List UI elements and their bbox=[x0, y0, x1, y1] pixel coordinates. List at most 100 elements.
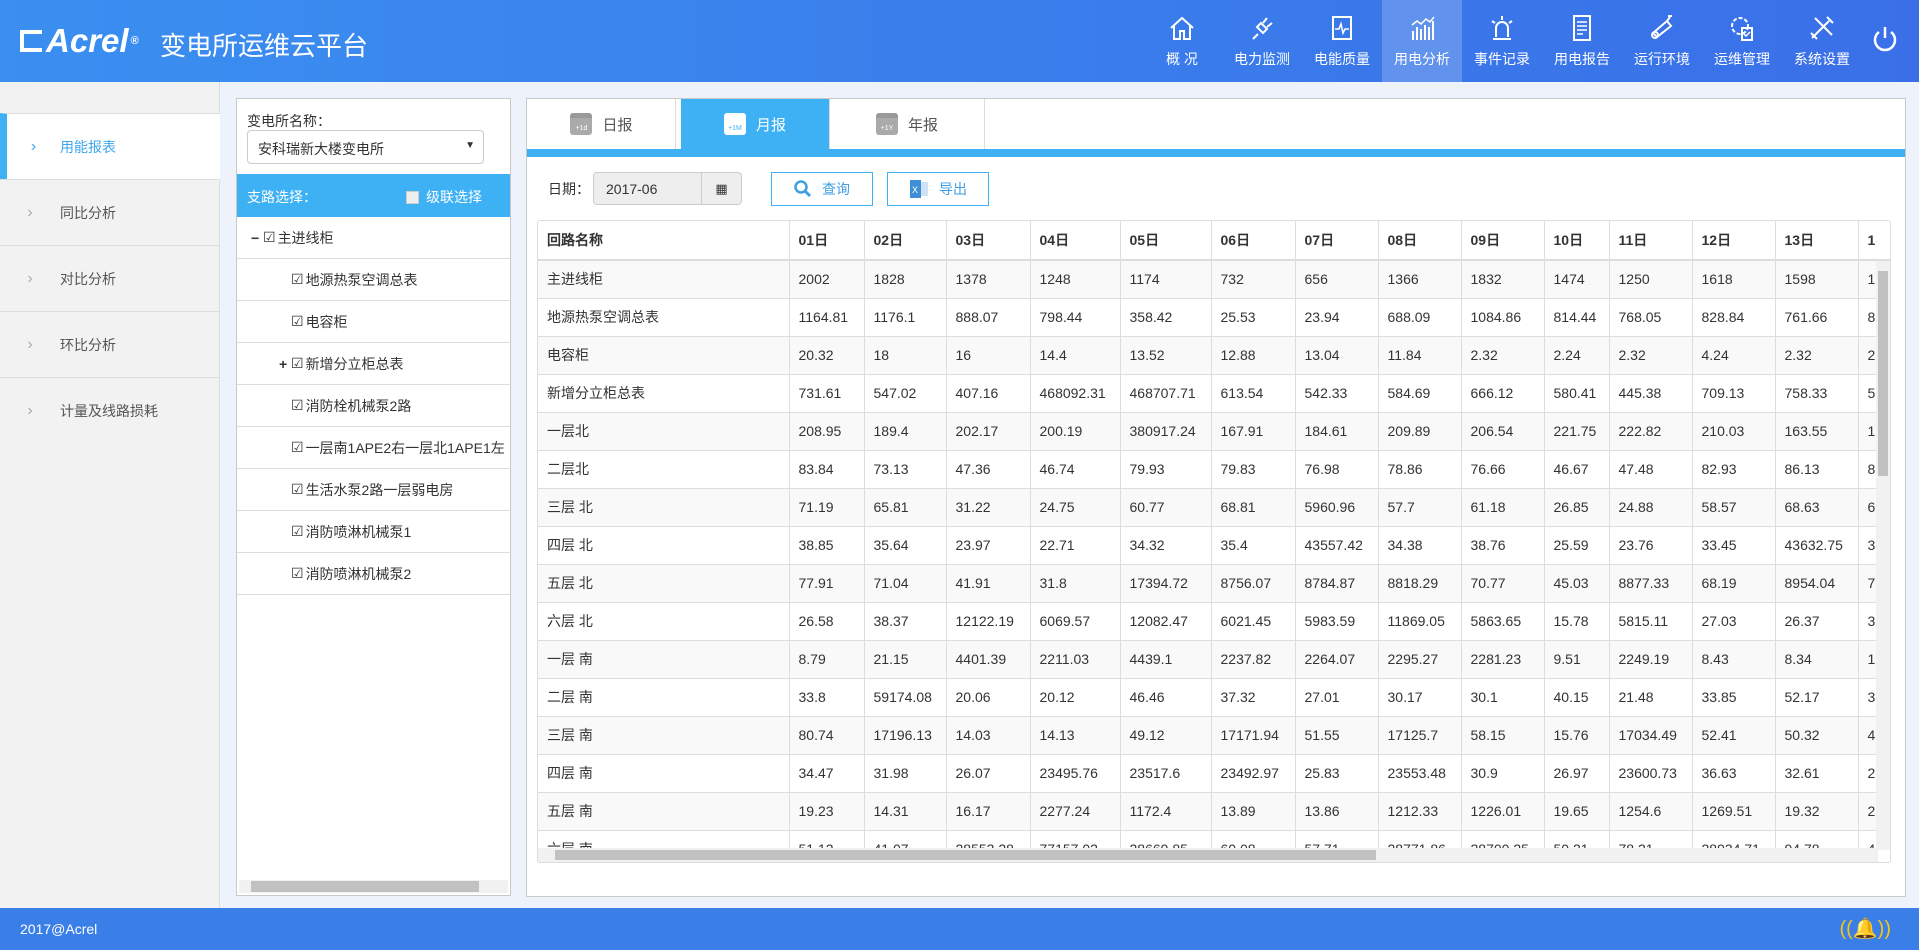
tree-item[interactable]: ☑ 消防喷淋机械泵1 bbox=[237, 511, 510, 553]
nav-item-4[interactable]: 事件记录 bbox=[1462, 0, 1542, 82]
calendar-icon[interactable]: ▦ bbox=[701, 173, 741, 204]
nav-item-6[interactable]: 运行环境 bbox=[1622, 0, 1702, 82]
tree-item[interactable]: ☑ 消防栓机械泵2路 bbox=[237, 385, 510, 427]
sidebar-item-3[interactable]: › 环比分析 bbox=[0, 311, 220, 377]
home-icon bbox=[1170, 16, 1194, 40]
column-header[interactable]: 08日 bbox=[1378, 221, 1462, 261]
checked-icon[interactable]: ☑ bbox=[291, 397, 304, 413]
column-header[interactable]: 02日 bbox=[864, 221, 947, 261]
sidebar-item-4[interactable]: › 计量及线路损耗 bbox=[0, 377, 220, 443]
value-cell: 38.37 bbox=[864, 602, 947, 641]
value-cell: 445.38 bbox=[1609, 374, 1693, 413]
value-cell: 57.7 bbox=[1378, 488, 1462, 527]
value-cell: 20.32 bbox=[789, 336, 865, 375]
value-cell: 14.03 bbox=[946, 716, 1031, 755]
export-button[interactable]: X 导出 bbox=[887, 172, 989, 206]
date-input[interactable]: 2017-06 ▦ bbox=[593, 172, 742, 205]
table-vertical-scrollbar[interactable] bbox=[1876, 261, 1890, 850]
tree-item[interactable]: ☑ 消防喷淋机械泵2 bbox=[237, 553, 510, 595]
value-cell: 666.12 bbox=[1461, 374, 1545, 413]
column-header[interactable]: 04日 bbox=[1030, 221, 1121, 261]
nav-item-8[interactable]: 系统设置 bbox=[1782, 0, 1862, 82]
tree-item[interactable]: + ☑ 新增分立柜总表 bbox=[237, 343, 510, 385]
tree-horizontal-scrollbar[interactable] bbox=[239, 880, 508, 893]
value-cell: 47.48 bbox=[1609, 450, 1693, 489]
checked-icon[interactable]: ☑ bbox=[291, 439, 304, 455]
nav-item-1[interactable]: 电力监测 bbox=[1222, 0, 1302, 82]
value-cell: 52.17 bbox=[1775, 678, 1859, 717]
column-header[interactable]: 07日 bbox=[1295, 221, 1379, 261]
sidebar-item-2[interactable]: › 对比分析 bbox=[0, 245, 220, 311]
table-horizontal-scrollbar[interactable] bbox=[538, 848, 1878, 862]
branch-select-bar: 支路选择： 级联选择 bbox=[237, 174, 510, 217]
checked-icon[interactable]: ☑ bbox=[291, 565, 304, 581]
nav-item-0[interactable]: 概 况 bbox=[1142, 0, 1222, 82]
tree-item[interactable]: ☑ 地源热泵空调总表 bbox=[237, 259, 510, 301]
tree-item[interactable]: ☑ 一层南1APE2右一层北1APE1左 bbox=[237, 427, 510, 469]
tab-0[interactable]: +1d 日报 bbox=[528, 99, 676, 149]
nav-item-7[interactable]: 运维管理 bbox=[1702, 0, 1782, 82]
value-cell: 46.74 bbox=[1030, 450, 1121, 489]
checked-icon[interactable]: ☑ bbox=[263, 229, 276, 245]
checked-icon[interactable]: ☑ bbox=[291, 523, 304, 539]
value-cell: 1174 bbox=[1120, 260, 1212, 299]
checked-icon[interactable]: ☑ bbox=[291, 271, 304, 287]
value-cell: 86.13 bbox=[1775, 450, 1859, 489]
query-button[interactable]: 查询 bbox=[771, 172, 873, 206]
branch-tree-panel: 变电所名称： 安科瑞新大楼变电所 ▼ 支路选择： 级联选择 − ☑ 主进线柜 ☑ 地源热泵… bbox=[236, 98, 511, 896]
table-row: 四层 南 34.47 31.98 26.07 23495.76 23517.6 23492.… bbox=[538, 754, 1890, 793]
value-cell: 731.61 bbox=[789, 374, 865, 413]
value-cell: 41.91 bbox=[946, 564, 1031, 603]
column-header[interactable]: 10日 bbox=[1544, 221, 1610, 261]
power-icon[interactable] bbox=[1870, 24, 1900, 54]
sidebar-item-0[interactable]: › 用能报表 bbox=[0, 113, 220, 179]
column-header[interactable]: 11日 bbox=[1609, 221, 1693, 261]
tree-item[interactable]: − ☑ 主进线柜 bbox=[237, 217, 510, 259]
station-select[interactable]: 安科瑞新大楼变电所 ▼ bbox=[247, 130, 484, 164]
cascade-select-checkbox[interactable]: 级联选择 bbox=[406, 187, 482, 207]
tree-item-label: 主进线柜 bbox=[277, 229, 334, 246]
tree-item[interactable]: ☑ 生活水泵2路一层弱电房 bbox=[237, 469, 510, 511]
value-cell: 17394.72 bbox=[1120, 564, 1212, 603]
column-header[interactable]: 01日 bbox=[789, 221, 865, 261]
collapse-icon[interactable]: − bbox=[251, 229, 260, 246]
column-header[interactable]: 回路名称 bbox=[538, 221, 790, 261]
column-header[interactable]: 06日 bbox=[1211, 221, 1296, 261]
expand-icon[interactable]: + bbox=[279, 355, 288, 372]
nav-item-3[interactable]: 用电分析 bbox=[1382, 0, 1462, 82]
value-cell: 26.85 bbox=[1544, 488, 1610, 527]
nav-item-label: 运维管理 bbox=[1714, 51, 1770, 67]
tree-item[interactable]: ☑ 电容柜 bbox=[237, 301, 510, 343]
checked-icon[interactable]: ☑ bbox=[291, 355, 304, 371]
value-cell: 25.83 bbox=[1295, 754, 1379, 793]
value-cell: 17196.13 bbox=[864, 716, 947, 755]
value-cell: 656 bbox=[1295, 260, 1379, 299]
column-header[interactable]: 05日 bbox=[1120, 221, 1212, 261]
value-cell: 25.53 bbox=[1211, 298, 1296, 337]
alarm-bell-icon[interactable]: ((🔔)) bbox=[1839, 918, 1891, 940]
column-header[interactable]: 13日 bbox=[1775, 221, 1859, 261]
main-nav: 概 况 电力监测 电能质量 用电分析 事件记录 用电报告 运行环境 运维管理 系统设置 bbox=[1142, 0, 1862, 82]
nav-item-5[interactable]: 用电报告 bbox=[1542, 0, 1622, 82]
nav-item-2[interactable]: 电能质量 bbox=[1302, 0, 1382, 82]
value-cell: 30.17 bbox=[1378, 678, 1462, 717]
table-row: 三层 北 71.19 65.81 31.22 24.75 60.77 68.81 5960.9… bbox=[538, 488, 1890, 527]
table-row: 地源热泵空调总表 1164.81 1176.1 888.07 798.44 358.42 2… bbox=[538, 298, 1890, 337]
column-header[interactable]: 1 bbox=[1858, 221, 1890, 261]
sidebar-item-1[interactable]: › 同比分析 bbox=[0, 179, 220, 245]
column-header[interactable]: 09日 bbox=[1461, 221, 1545, 261]
value-cell: 40.15 bbox=[1544, 678, 1610, 717]
plug-icon bbox=[1252, 17, 1273, 40]
tab-2[interactable]: +1Y 年报 bbox=[830, 99, 985, 149]
circuit-name-cell: 四层 南 bbox=[538, 754, 790, 793]
column-header[interactable]: 12日 bbox=[1692, 221, 1776, 261]
circuit-name-cell: 一层 南 bbox=[538, 640, 790, 679]
value-cell: 35.64 bbox=[864, 526, 947, 565]
checked-icon[interactable]: ☑ bbox=[291, 313, 304, 329]
value-cell: 27.01 bbox=[1295, 678, 1379, 717]
value-cell: 34.38 bbox=[1378, 526, 1462, 565]
column-header[interactable]: 03日 bbox=[946, 221, 1031, 261]
nav-item-label: 电力监测 bbox=[1234, 51, 1290, 67]
tab-1[interactable]: +1M 月报 bbox=[681, 99, 830, 149]
checked-icon[interactable]: ☑ bbox=[291, 481, 304, 497]
